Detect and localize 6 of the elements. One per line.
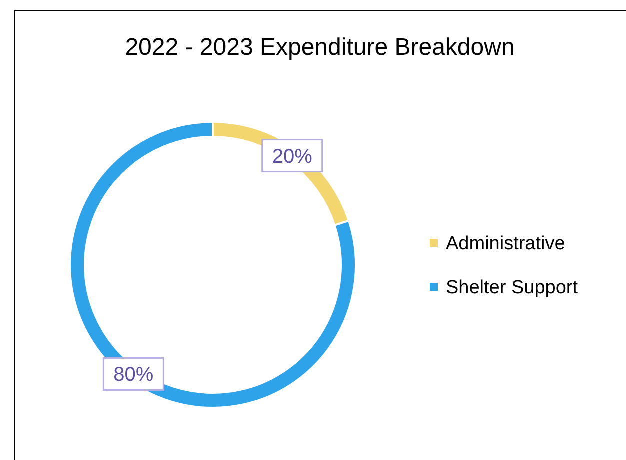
data-label: 20% bbox=[272, 146, 313, 168]
legend-label: Administrative bbox=[446, 234, 566, 255]
donut-slice bbox=[69, 121, 357, 409]
data-label: 80% bbox=[114, 364, 154, 386]
chart-title: 2022 - 2023 Expenditure Breakdown bbox=[125, 34, 515, 61]
legend-label: Shelter Support bbox=[446, 278, 579, 299]
